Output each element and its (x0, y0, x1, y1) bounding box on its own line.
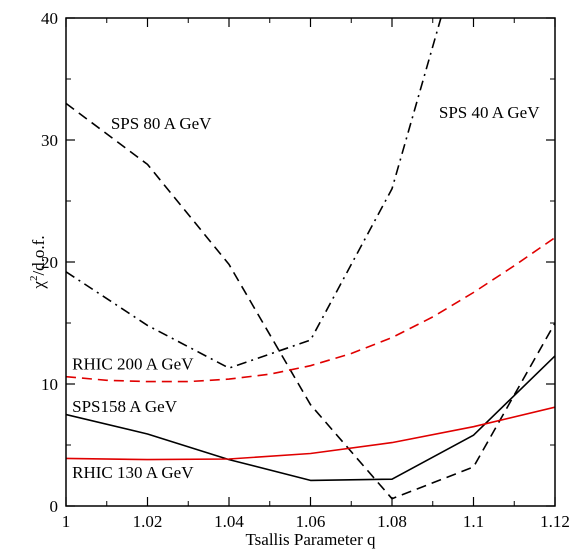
x-tick-label: 1.1 (463, 512, 484, 531)
series-labels: SPS 80 A GeV SPS 40 A GeV RHIC 200 A GeV SP… (72, 103, 540, 482)
y-axis-title-rest: /d.o.f. (29, 235, 48, 275)
x-tick-label: 1.02 (133, 512, 163, 531)
y-tick-label: 20 (41, 253, 58, 272)
series-label: SPS158 A GeV (72, 397, 178, 416)
y-tick-label: 10 (41, 375, 58, 394)
series-line-rhic-200-a-gev (66, 236, 555, 383)
x-tick-label: 1.08 (377, 512, 407, 531)
x-tick-label: 1.12 (540, 512, 570, 531)
y-axis: 0 10 20 30 40 (41, 9, 555, 516)
y-tick-label: 40 (41, 9, 58, 28)
series-line-sps158-a-gev (66, 355, 555, 482)
y-axis-title-base: χ (29, 281, 48, 290)
series-label: RHIC 200 A GeV (72, 354, 194, 373)
y-tick-label: 0 (50, 497, 59, 516)
series-label: RHIC 130 A GeV (72, 463, 194, 482)
series-line-rhic-130-a-gev (66, 406, 555, 461)
series-line-sps-40-a-gev (66, 18, 442, 369)
series-label: SPS 80 A GeV (111, 114, 212, 133)
series-label: SPS 40 A GeV (439, 103, 540, 122)
y-axis-title: χ2/d.o.f. (28, 235, 48, 289)
x-tick-label: 1.06 (296, 512, 326, 531)
series-line-sps-80-a-gev (66, 102, 555, 500)
y-tick-label: 30 (41, 131, 58, 150)
x-tick-label: 1 (62, 512, 71, 531)
x-axis: 1 1.02 1.04 1.06 1.08 1.1 1.12 (62, 18, 570, 531)
y-axis-title-sup: 2 (28, 276, 40, 282)
x-axis-title: Tsallis Parameter q (245, 530, 376, 549)
plot-lines (66, 18, 555, 500)
x-tick-label: 1.04 (214, 512, 244, 531)
